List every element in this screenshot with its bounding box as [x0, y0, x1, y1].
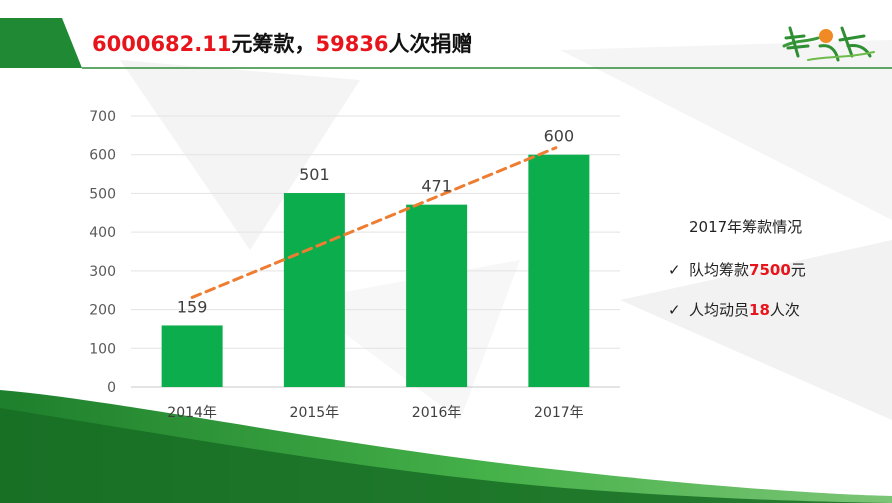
donation-count: 59836 [315, 32, 389, 56]
shanxingzhe-logo-icon [782, 26, 875, 62]
x-tick-label: 2015年 [290, 405, 340, 421]
y-tick-label: 700 [89, 109, 116, 125]
y-tick-label: 500 [89, 186, 116, 202]
data-labels: 159 501 471 600 [177, 127, 574, 317]
donation-count-suffix: 人次捐赠 [388, 32, 473, 56]
bar [283, 193, 345, 387]
person-average-value: 18 [749, 301, 770, 319]
y-tick-label: 400 [89, 225, 116, 241]
side-panel-title: 2017年筹款情况 [689, 218, 803, 236]
x-tick-label: 2014年 [167, 405, 217, 421]
team-average-value: 7500 [749, 261, 791, 279]
check-icon: ✓ [668, 261, 681, 279]
total-amount: 6000682.11 [92, 32, 232, 56]
x-tick-label: 2016年 [412, 405, 462, 421]
data-label: 501 [299, 165, 330, 184]
check-icon: ✓ [668, 301, 681, 319]
team-average-prefix: 队均筹款 [689, 261, 750, 279]
x-tick-label: 2017年 [534, 405, 584, 421]
y-tick-label: 0 [107, 380, 116, 396]
total-amount-suffix: 元筹款， [231, 32, 316, 56]
data-label: 600 [544, 127, 575, 146]
x-axis-ticks: 2014年 2015年 2016年 2017年 [167, 405, 583, 421]
bar [528, 154, 590, 387]
bars [161, 154, 590, 387]
team-average-suffix: 元 [790, 261, 806, 279]
data-label: 471 [421, 177, 452, 196]
y-tick-label: 100 [89, 341, 116, 357]
y-tick-label: 300 [89, 264, 116, 280]
bar [406, 204, 468, 387]
person-average-suffix: 人次 [769, 301, 800, 319]
trendline [190, 146, 558, 299]
trend-line [190, 146, 558, 299]
data-label: 159 [177, 297, 208, 316]
y-axis-ticks: 0 100 200 300 400 500 600 700 [89, 109, 116, 396]
page-title: 6000682.11元筹款，59836人次捐赠 [92, 28, 473, 58]
bar [161, 325, 223, 387]
person-average-row: ✓ 人均动员18人次 [668, 299, 800, 320]
y-tick-label: 600 [89, 148, 116, 164]
y-tick-label: 200 [89, 303, 116, 319]
person-average-prefix: 人均动员 [689, 301, 750, 319]
team-average-row: ✓ 队均筹款7500元 [668, 259, 806, 280]
